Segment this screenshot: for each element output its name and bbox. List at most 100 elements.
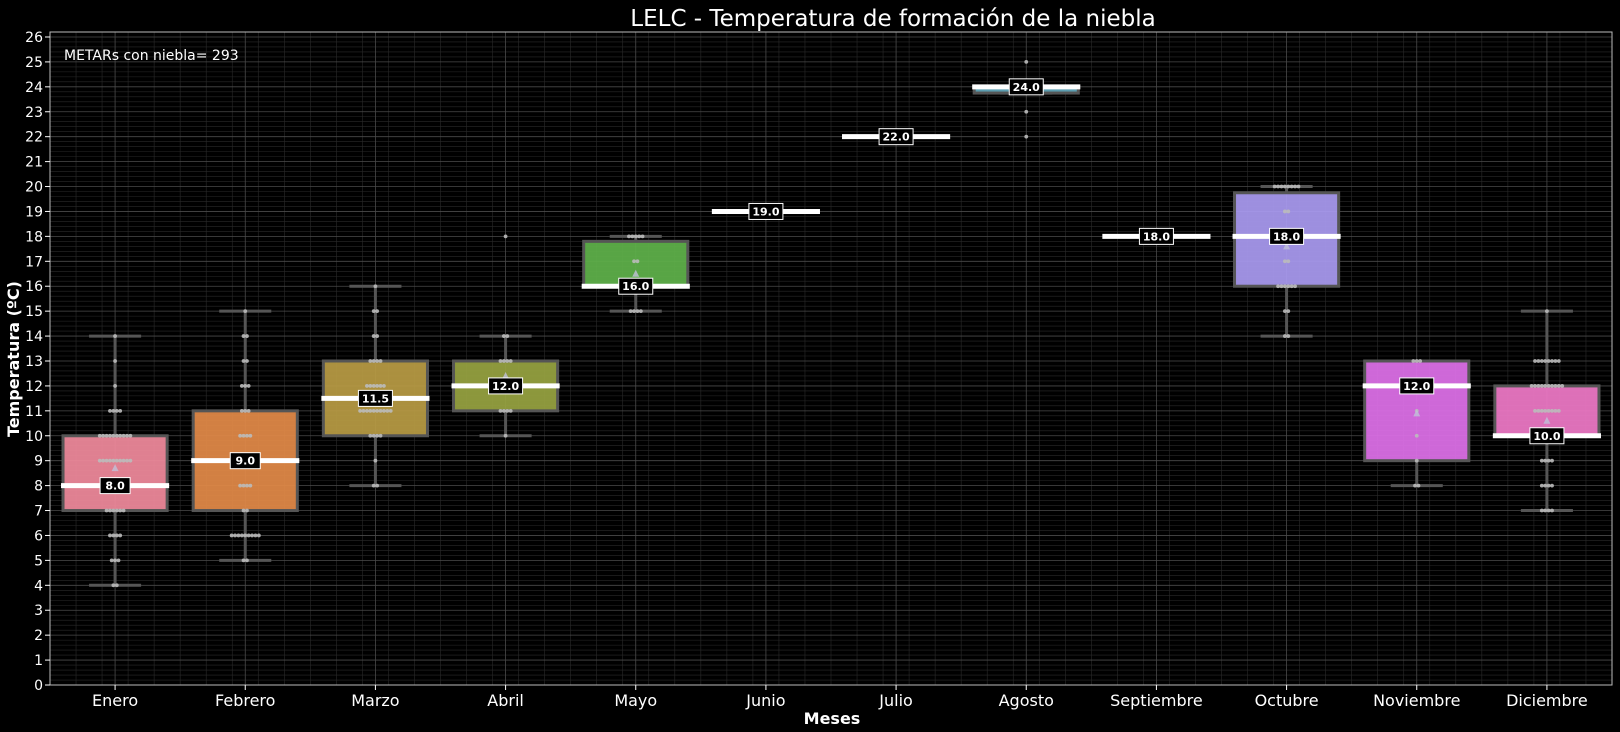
swarm-point <box>375 433 380 438</box>
mean-marker <box>1543 416 1551 424</box>
median-label-box <box>1399 377 1435 395</box>
box-group: 12.0 <box>1362 359 1471 488</box>
y-tick-label: 16 <box>25 279 43 295</box>
median-label-box <box>229 452 261 470</box>
swarm-point <box>253 533 258 538</box>
median-label-box <box>748 202 784 220</box>
swarm-point <box>1539 408 1544 413</box>
swarm-point <box>113 384 117 388</box>
swarm-point <box>108 433 112 438</box>
median-label: 10.0 <box>1533 430 1560 443</box>
y-tick-label: 23 <box>25 105 43 121</box>
swarm-point <box>121 508 126 513</box>
swarm-point <box>1550 408 1554 413</box>
swarm-point <box>125 458 129 463</box>
swarm-point <box>118 433 123 438</box>
y-tick-label: 21 <box>25 155 43 171</box>
swarm-point <box>1550 384 1554 388</box>
swarm-point <box>1282 309 1287 314</box>
plot-frame <box>49 31 1613 686</box>
swarm-point <box>1539 483 1544 488</box>
y-tick-label: 3 <box>34 603 43 619</box>
swarm-point <box>371 408 376 413</box>
swarm-point <box>633 234 638 239</box>
swarm-point <box>250 533 254 538</box>
swarm-point <box>361 408 366 413</box>
swarm-point <box>1536 359 1541 363</box>
swarm-point <box>628 309 633 314</box>
swarm-point <box>1024 109 1029 114</box>
swarm-point <box>118 458 123 463</box>
swarm-point <box>1413 483 1417 488</box>
swarm-point <box>113 334 117 338</box>
swarm-point <box>238 483 243 488</box>
swarm-point <box>125 433 129 438</box>
median-label-box <box>878 128 914 146</box>
box-group: 18.0 <box>1102 227 1211 245</box>
swarm-point <box>637 234 642 239</box>
swarm-point <box>375 408 380 413</box>
swarm-point <box>378 433 383 438</box>
swarm-point <box>245 433 249 438</box>
swarm-point <box>245 508 249 513</box>
median-label: 16.0 <box>622 280 649 293</box>
y-tick-label: 10 <box>25 429 43 445</box>
box-group: 24.0 <box>972 60 1081 139</box>
median-label-box <box>1269 227 1305 245</box>
swarm-point <box>1539 384 1544 388</box>
swarm-point <box>1024 60 1029 64</box>
y-tick-label: 26 <box>25 30 43 46</box>
swarm-point <box>128 433 133 438</box>
median-label: 18.0 <box>1273 230 1300 243</box>
y-tick-label: 0 <box>34 678 43 694</box>
swarm-point <box>104 458 109 463</box>
swarm-point <box>1556 359 1561 363</box>
median-label-box <box>99 477 131 495</box>
swarm-point <box>1286 209 1291 214</box>
y-tick-label: 12 <box>25 379 43 395</box>
swarm-point <box>241 558 246 563</box>
swarm-point <box>382 408 386 413</box>
swarm-point <box>248 433 253 438</box>
y-tick-label: 4 <box>34 578 43 594</box>
x-tick-label: Septiembre <box>1110 691 1203 710</box>
swarm-point <box>630 234 635 239</box>
swarm-point <box>111 533 116 538</box>
swarm-point <box>1543 508 1548 513</box>
y-tick-label: 22 <box>25 130 43 146</box>
swarm-point <box>378 359 383 363</box>
swarm-point <box>1289 284 1294 289</box>
swarm-point <box>239 384 244 388</box>
swarm-point <box>378 384 383 388</box>
mean-marker <box>502 371 510 379</box>
y-tick-label: 8 <box>34 479 43 495</box>
swarm-point <box>1546 408 1551 413</box>
y-tick-label: 1 <box>34 653 43 669</box>
y-tick-label: 9 <box>34 454 43 470</box>
swarm-point <box>503 234 508 239</box>
swarm-point <box>375 334 380 338</box>
swarm-point <box>241 334 246 338</box>
swarm-point <box>1024 134 1029 139</box>
swarm-point <box>375 384 380 388</box>
swarm-point <box>365 408 369 413</box>
swarm-point <box>104 508 109 513</box>
swarm-point <box>1296 184 1301 189</box>
swarm-point <box>1536 408 1541 413</box>
swarm-point <box>388 408 393 413</box>
swarm-point <box>239 408 244 413</box>
swarm-point <box>1289 184 1294 189</box>
y-tick-label: 6 <box>34 528 43 544</box>
swarm-point <box>632 309 636 314</box>
swarm-point <box>638 309 643 314</box>
swarm-point <box>111 583 116 588</box>
box-iqr <box>61 434 169 513</box>
box-group: 8.0 <box>61 334 170 588</box>
median-label-box <box>488 377 524 395</box>
swarm-point <box>368 433 373 438</box>
swarm-point <box>111 408 116 413</box>
swarm-point <box>371 483 376 488</box>
median-label: 22.0 <box>883 131 910 144</box>
swarm-point <box>371 384 376 388</box>
